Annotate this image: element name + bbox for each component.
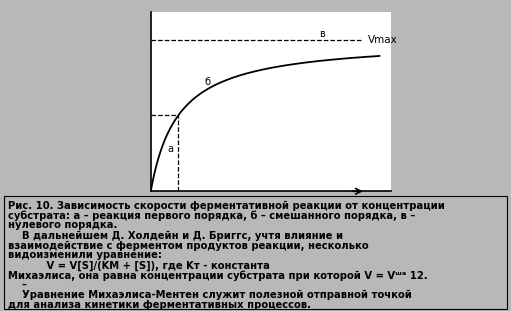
Text: в: в: [319, 29, 325, 39]
Text: б: б: [205, 77, 211, 87]
Text: V = V[S]/(KМ + [S]), где Kт - константа: V = V[S]/(KМ + [S]), где Kт - константа: [8, 260, 270, 271]
Text: Vmax: Vmax: [368, 35, 398, 45]
Text: Рис. 10. Зависимость скорости ферментативной реакции от концентрации: Рис. 10. Зависимость скорости ферментати…: [8, 201, 445, 211]
Text: Михаэлиса, она равна концентрации субстрата при которой V = Vᵚᵃ 12.: Михаэлиса, она равна концентрации субстр…: [8, 270, 428, 281]
Text: а: а: [167, 144, 173, 154]
Text: видоизменили уравнение:: видоизменили уравнение:: [8, 250, 162, 260]
Text: Уравнение Михаэлиса-Ментен служит полезной отправной точкой: Уравнение Михаэлиса-Ментен служит полезн…: [8, 290, 412, 300]
Text: взаимодействие с ферментом продуктов реакции, несколько: взаимодействие с ферментом продуктов реа…: [8, 240, 369, 250]
Text: В дальнейшем Д. Холдейн и Д. Бриггс, учтя влияние и: В дальнейшем Д. Холдейн и Д. Бриггс, учт…: [8, 230, 343, 240]
Text: субстрата: а – реакция первого порядка, б – смешанного порядка, в –: субстрата: а – реакция первого порядка, …: [8, 211, 415, 221]
Text: для анализа кинетики ферментативных процессов.: для анализа кинетики ферментативных проц…: [8, 300, 311, 310]
Text: –: –: [8, 281, 27, 290]
Text: [S]: [S]: [363, 201, 378, 211]
Text: нулевого порядка.: нулевого порядка.: [8, 220, 118, 230]
